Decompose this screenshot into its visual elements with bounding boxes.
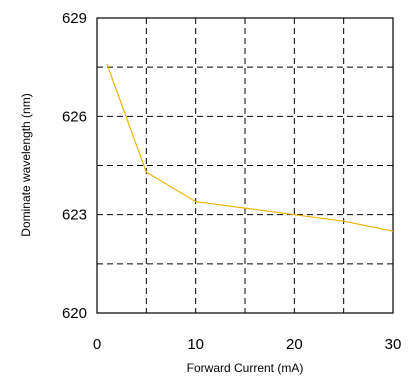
y-tick-label: 620 — [62, 305, 87, 322]
x-axis-ticks: 0 10 20 30 — [93, 336, 402, 353]
x-tick-label: 10 — [187, 336, 204, 353]
y-axis-label: Dominate wavelength (nm) — [19, 93, 33, 236]
y-tick-label: 626 — [62, 108, 87, 125]
y-tick-label: 623 — [62, 207, 87, 224]
x-tick-label: 20 — [286, 336, 303, 353]
y-tick-label: 629 — [62, 10, 87, 27]
x-tick-label: 30 — [385, 336, 402, 353]
x-tick-label: 0 — [93, 336, 101, 353]
x-axis-label: Forward Current (mA) — [187, 361, 304, 375]
grid-lines — [97, 18, 393, 313]
series-layer — [106, 63, 394, 232]
series-line-0 — [106, 63, 394, 232]
plot-frame — [96, 17, 394, 314]
y-axis-ticks: 620 623 626 629 — [62, 10, 87, 322]
